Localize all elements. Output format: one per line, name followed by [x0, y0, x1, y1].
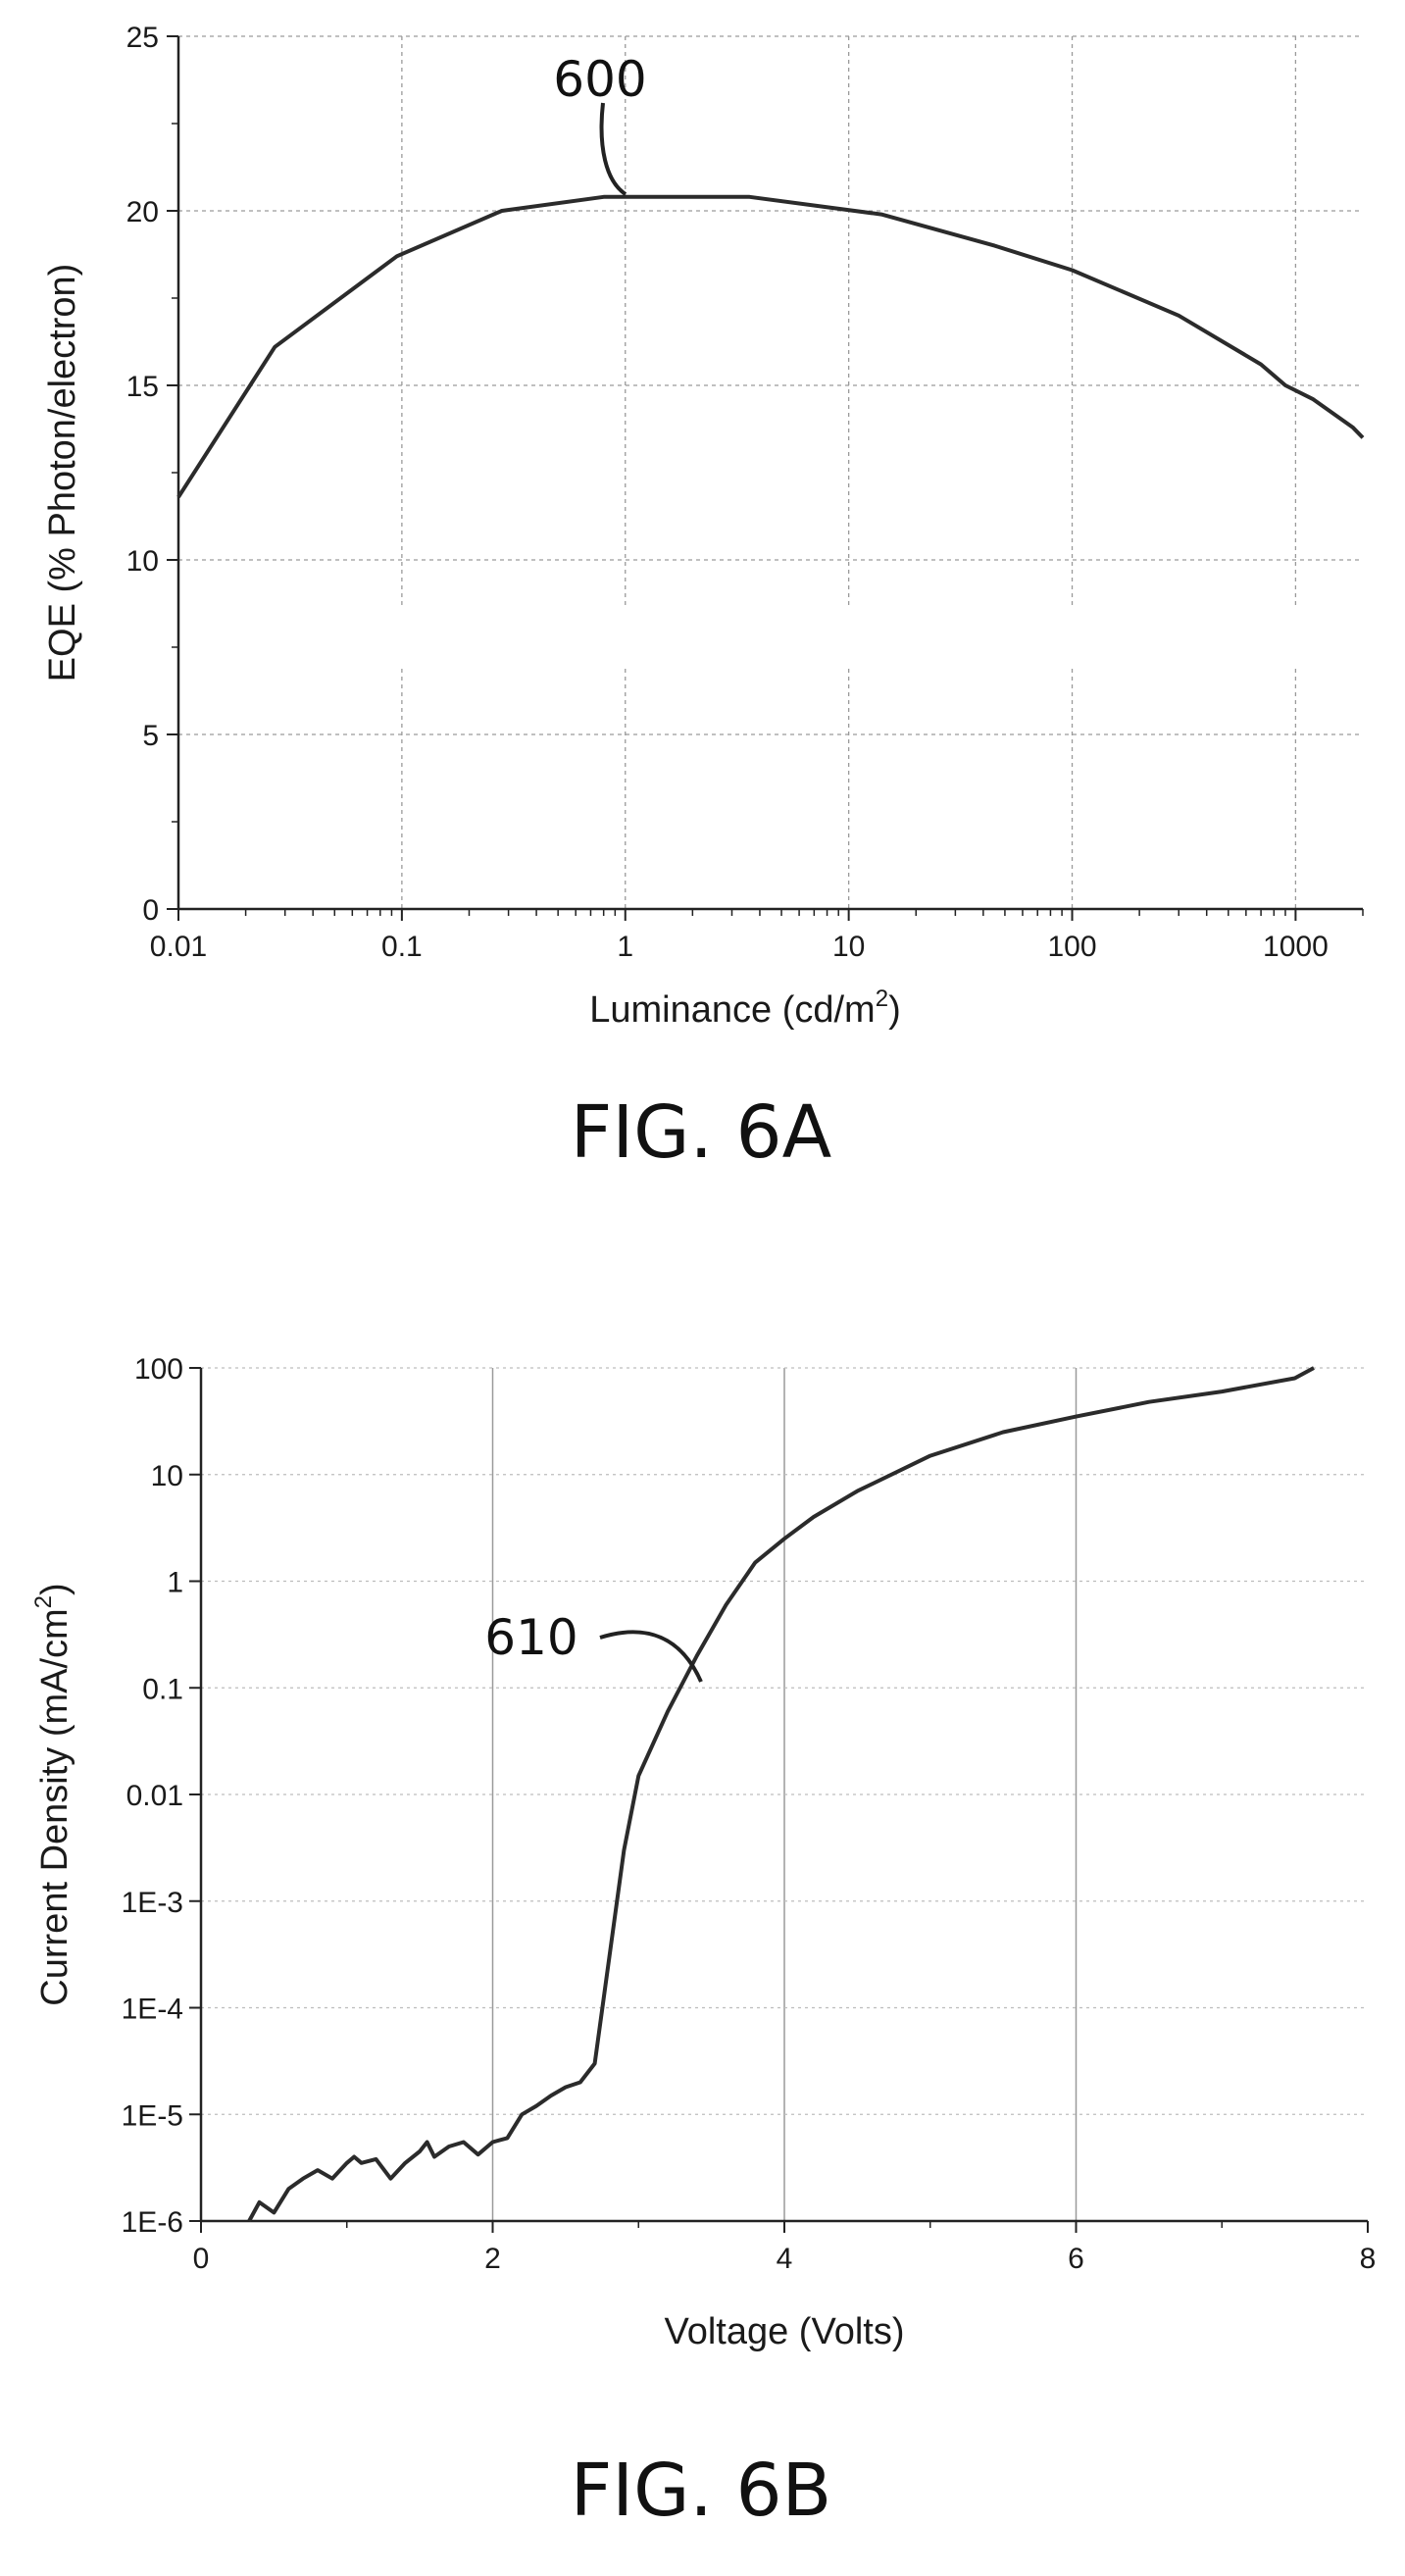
chart-6b-x-tick-label: 2: [484, 2243, 501, 2275]
chart-6b-series: [247, 1366, 1315, 2222]
chart-6b-ticks: [189, 1367, 1369, 2233]
chart-6a-callout-leader: [599, 102, 627, 196]
chart-6a-x-axis-label-end: ): [888, 989, 901, 1031]
chart-6b-y-tick-label: 1E-6: [122, 2206, 183, 2239]
chart-6b-series-line: [247, 1366, 1315, 2222]
chart-6b: 0 2 4 6 8 1E-6 1E-5 1E-4 1E-3 0.01 0.1 1 10 100 610 C…: [30, 1353, 1376, 2533]
chart-6a-y-tick-label: 15: [126, 371, 159, 403]
chart-6a-y-tick-label: 25: [126, 22, 159, 54]
chart-6b-callout-label: 610: [484, 1609, 577, 1666]
chart-6a-x-axis-label: Luminance (cd/m2): [589, 985, 900, 1031]
figure-6a-caption: FIG. 6A: [571, 1090, 832, 1175]
chart-6a-x-tick-label: 100: [1047, 931, 1096, 963]
chart-6b-grid: [201, 1367, 1368, 2221]
chart-6b-x-tick-label: 4: [777, 2243, 793, 2275]
figure-6b-caption: FIG. 6B: [571, 2449, 832, 2533]
chart-6a-tick-labels: 0.01 0.1 1 10 100 1000 0 5 10 15 20 25: [126, 22, 1329, 963]
chart-6a-series-line: [176, 194, 1365, 498]
chart-6a-y-tick-label: 10: [126, 545, 159, 578]
chart-6a-y-axis-label: EQE (% Photon/electron): [42, 264, 83, 682]
chart-6a-x-axis-label-main: Luminance (cd/m: [589, 989, 875, 1031]
chart-6a: 0.01 0.1 1 10 100 1000 0 5 10 15 20 25 600 EQE (% P…: [42, 22, 1365, 1175]
chart-6b-y-axis-label-end: ): [34, 1583, 75, 1595]
chart-6b-y-tick-label: 0.01: [126, 1780, 183, 1812]
chart-6a-x-axis-label-sup: 2: [876, 985, 888, 1012]
chart-6a-ticks: [167, 35, 1364, 921]
chart-6b-y-tick-label: 1E-5: [122, 2099, 183, 2132]
chart-6a-callout-label: 600: [553, 51, 646, 108]
chart-6b-x-tick-label: 6: [1068, 2243, 1084, 2275]
chart-6b-y-tick-label: 10: [151, 1460, 183, 1492]
chart-6b-y-tick-label: 100: [134, 1353, 183, 1386]
chart-6a-x-tick-label: 0.1: [381, 931, 423, 963]
chart-6b-y-tick-label: 1E-3: [122, 1887, 183, 1919]
chart-6b-x-tick-label: 0: [193, 2243, 210, 2275]
chart-6b-tick-labels: 0 2 4 6 8 1E-6 1E-5 1E-4 1E-3 0.01 0.1 1 10 100: [122, 1353, 1377, 2275]
chart-6b-callout-leader: [599, 1630, 703, 1683]
chart-6a-series: [176, 194, 1365, 498]
chart-6b-y-axis-label-sup: 2: [30, 1595, 57, 1608]
chart-6b-x-tick-label: 8: [1360, 2243, 1377, 2275]
chart-6b-y-tick-label: 1: [167, 1567, 183, 1599]
chart-6b-x-axis-label: Voltage (Volts): [664, 2311, 904, 2352]
chart-6b-y-tick-label: 1E-4: [122, 1994, 183, 2026]
chart-6a-grid: [178, 35, 1363, 909]
chart-6a-x-tick-label: 0.01: [150, 931, 207, 963]
chart-6a-y-tick-label: 5: [142, 720, 159, 752]
chart-6a-x-tick-label: 10: [832, 931, 865, 963]
chart-6a-x-tick-label: 1000: [1263, 931, 1329, 963]
chart-6b-y-axis-label: Current Density (mA/cm2): [30, 1583, 75, 2005]
chart-6b-y-tick-label: 0.1: [142, 1673, 183, 1705]
chart-6b-y-axis-label-main: Current Density (mA/cm: [34, 1608, 75, 2005]
chart-6a-y-tick-label: 0: [142, 894, 159, 927]
chart-6a-y-tick-label: 20: [126, 196, 159, 228]
chart-6a-x-tick-label: 1: [617, 931, 633, 963]
